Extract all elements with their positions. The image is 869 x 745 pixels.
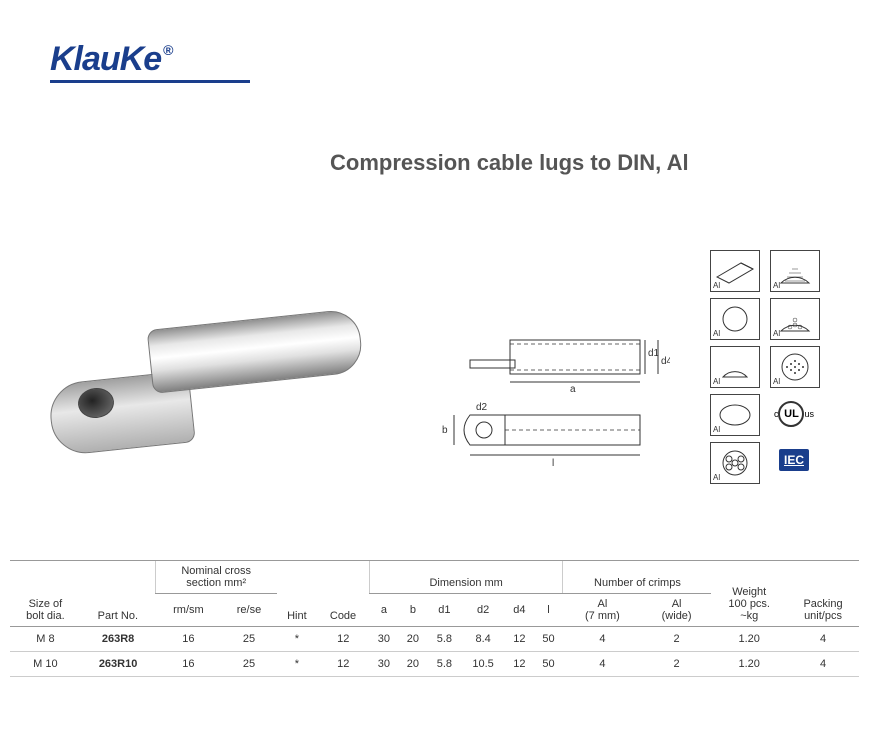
th-b: b [398,594,427,627]
cell-d4: 12 [505,652,534,677]
cell-partno: 263R8 [81,627,156,652]
cell-code: 12 [317,627,369,652]
cell-b: 20 [398,627,427,652]
th-crimps: Number of crimps [563,561,711,594]
cell-alw: 2 [642,627,711,652]
al-label: Al [773,281,780,290]
sector-dense-icon: Al [770,250,820,292]
th-hint: Hint [277,561,318,627]
al-label: Al [713,377,720,386]
cell-d4: 12 [505,627,534,652]
cell-hint: * [277,652,318,677]
th-dim: Dimension mm [369,561,563,594]
table-row: M 10 263R10 16 25 * 12 30 20 5.8 10.5 12… [10,652,859,677]
sector-solid-icon: Al [710,346,760,388]
th-weight: Weight100 pcs.~kg [711,561,787,627]
cell-b: 20 [398,652,427,677]
th-pack: Packingunit/pcs [787,561,859,627]
ul-us: us [804,409,814,419]
cell-l: 50 [534,627,563,652]
cell-al7: 4 [563,652,642,677]
brand-logo: KlauKe® [50,40,170,79]
th-al7: Al(7 mm) [563,594,642,627]
cell-l: 50 [534,652,563,677]
th-bolt: Size ofbolt dia. [10,561,81,627]
iec-mark: IEC [779,449,809,471]
cell-pack: 4 [787,652,859,677]
cell-alw: 2 [642,652,711,677]
th-ncs: Nominal crosssection mm² [155,561,276,594]
th-d1: d1 [427,594,461,627]
th-rese: re/se [221,594,276,627]
brand-name: KlauKe [50,40,161,78]
table-row: M 8 263R8 16 25 * 12 30 20 5.8 8.4 12 50… [10,627,859,652]
cell-rese: 25 [221,652,276,677]
al-label: Al [713,473,720,482]
icon-column-right: Al Al Al c UL us IEC [770,250,818,486]
cell-bolt: M 8 [10,627,81,652]
iec-cert-icon: IEC [770,440,818,480]
th-rmsm: rm/sm [155,594,221,627]
oval-solid-icon: Al [710,394,760,436]
brand-underline [50,80,250,83]
round-solid-icon: Al [710,298,760,340]
th-a: a [369,594,398,627]
th-code: Code [317,561,369,627]
spec-table: Size ofbolt dia. Part No. Nominal crosss… [10,560,859,677]
th-d4: d4 [505,594,534,627]
cell-pack: 4 [787,627,859,652]
dim-b: b [442,425,448,436]
technical-drawing: d1 d4 a b d2 l [440,320,670,480]
fine-stranded-icon: Al [770,346,820,388]
ul-mark: UL [778,401,804,427]
conductor-type-icon: Al [710,250,760,292]
dim-a: a [570,384,576,395]
cell-code: 12 [317,652,369,677]
icon-column-left: Al Al Al Al Al [710,250,758,490]
dim-l: l [552,458,554,469]
cell-rmsm: 16 [155,652,221,677]
cell-al7: 4 [563,627,642,652]
al-label: Al [713,281,720,290]
ul-cert-icon: c UL us [770,394,818,434]
cell-d1: 5.8 [427,652,461,677]
cell-hint: * [277,627,318,652]
dim-d2: d2 [476,402,488,413]
registered-mark: ® [163,42,172,58]
th-l: l [534,594,563,627]
cell-bolt: M 10 [10,652,81,677]
cell-weight: 1.20 [711,652,787,677]
al-label: Al [773,377,780,386]
cell-d1: 5.8 [427,627,461,652]
cell-a: 30 [369,627,398,652]
sector-stranded-icon: Al [770,298,820,340]
page: KlauKe® Compression cable lugs to DIN, A… [0,0,869,745]
lug-barrel [147,308,365,394]
page-title: Compression cable lugs to DIN, Al [330,150,689,176]
cell-d2: 8.4 [461,627,505,652]
al-label: Al [713,329,720,338]
product-photo [30,270,380,470]
table-body: M 8 263R8 16 25 * 12 30 20 5.8 8.4 12 50… [10,627,859,677]
al-label: Al [713,425,720,434]
cell-d2: 10.5 [461,652,505,677]
cell-rmsm: 16 [155,627,221,652]
dim-d4: d4 [661,356,670,367]
th-d2: d2 [461,594,505,627]
cell-rese: 25 [221,627,276,652]
th-alw: Al(wide) [642,594,711,627]
cell-a: 30 [369,652,398,677]
cell-weight: 1.20 [711,627,787,652]
al-label: Al [773,329,780,338]
cell-partno: 263R10 [81,652,156,677]
round-stranded-icon: Al [710,442,760,484]
th-partno: Part No. [81,561,156,627]
